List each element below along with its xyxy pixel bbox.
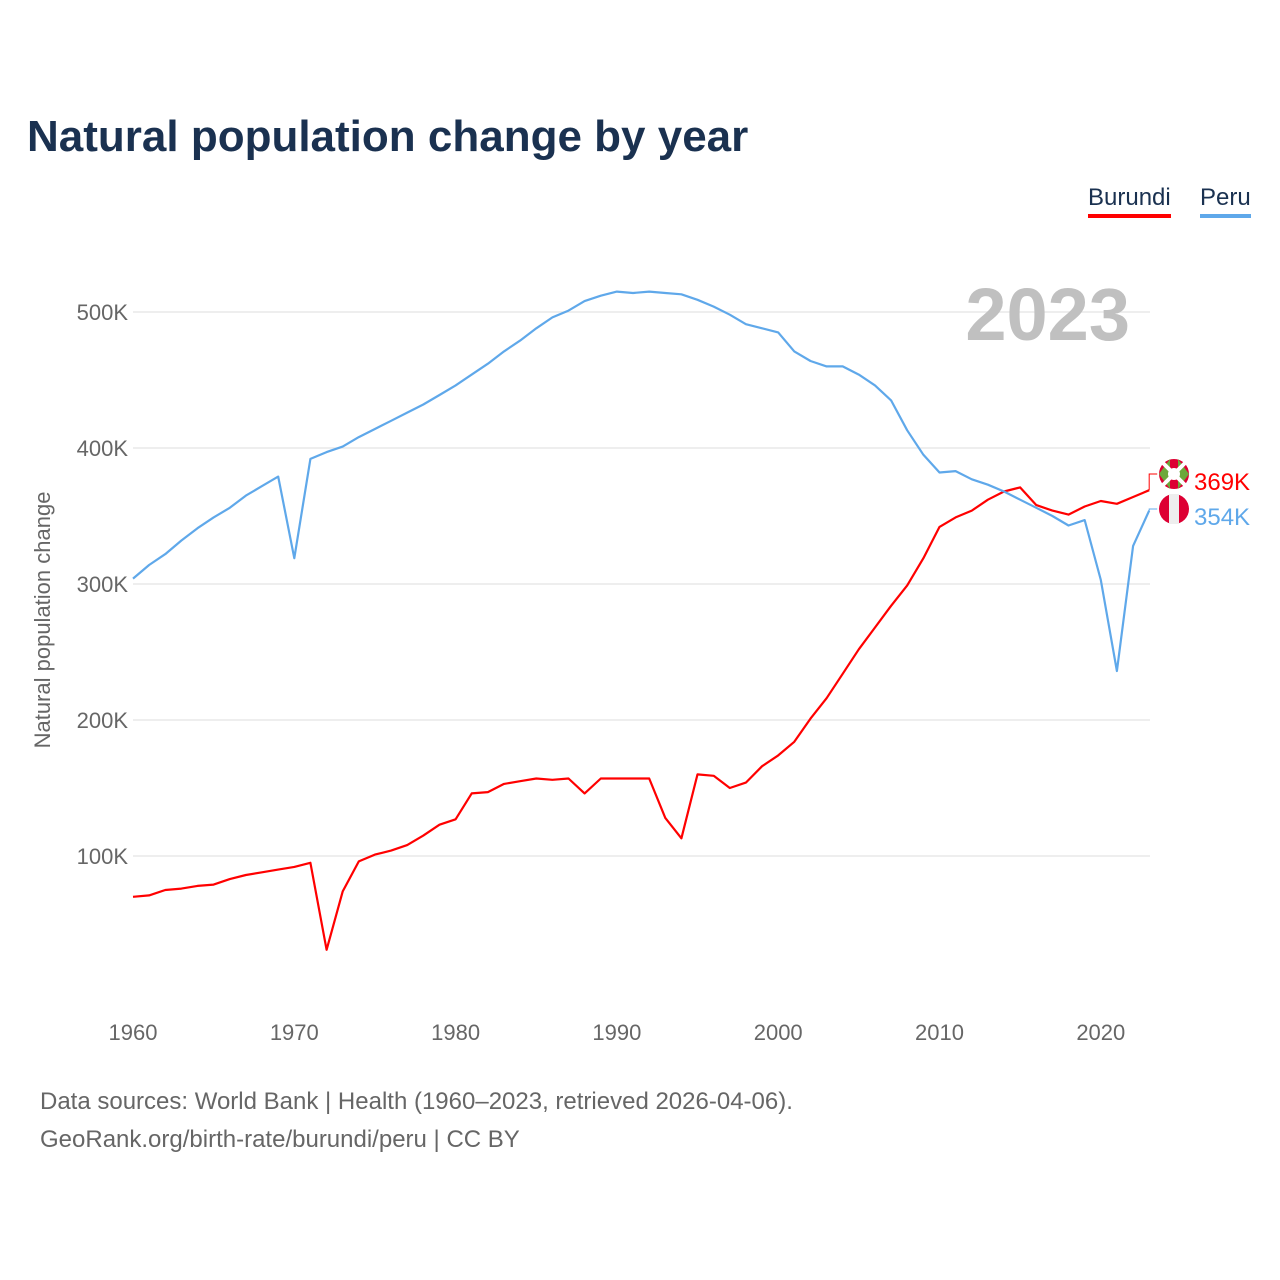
end-value-label: 354K <box>1194 504 1250 531</box>
attribution-line: GeoRank.org/birth-rate/burundi/peru | CC… <box>40 1126 520 1153</box>
label-connector <box>1148 508 1158 511</box>
x-tick-label: 2000 <box>754 1020 803 1045</box>
peru-flag-white <box>1169 494 1179 524</box>
x-tick-label: 2020 <box>1076 1020 1125 1045</box>
legend-peru[interactable]: Peru <box>1200 184 1251 218</box>
y-axis-label: Natural population change <box>30 492 55 749</box>
year-watermark: 2023 <box>965 273 1130 356</box>
x-tick-label: 1980 <box>431 1020 480 1045</box>
x-tick-label: 1990 <box>592 1020 641 1045</box>
end-value-label: 369K <box>1194 469 1250 496</box>
series-line-burundi <box>132 486 1150 951</box>
x-tick-label: 1960 <box>109 1020 158 1045</box>
x-tick-label: 1970 <box>270 1020 319 1045</box>
series-line-peru <box>132 290 1151 673</box>
chart-title: Natural population change by year <box>27 112 749 161</box>
y-tick-label: 100K <box>77 844 129 869</box>
burundi-flag-disc <box>1168 468 1180 480</box>
y-tick-label: 300K <box>77 572 129 597</box>
legend-burundi[interactable]: Burundi <box>1088 184 1171 218</box>
label-connector <box>1148 473 1158 491</box>
x-tick-label: 2010 <box>915 1020 964 1045</box>
y-tick-label: 200K <box>77 708 129 733</box>
y-tick-label: 500K <box>77 300 129 325</box>
source-line: Data sources: World Bank | Health (1960–… <box>40 1088 793 1115</box>
y-tick-label: 400K <box>77 436 129 461</box>
